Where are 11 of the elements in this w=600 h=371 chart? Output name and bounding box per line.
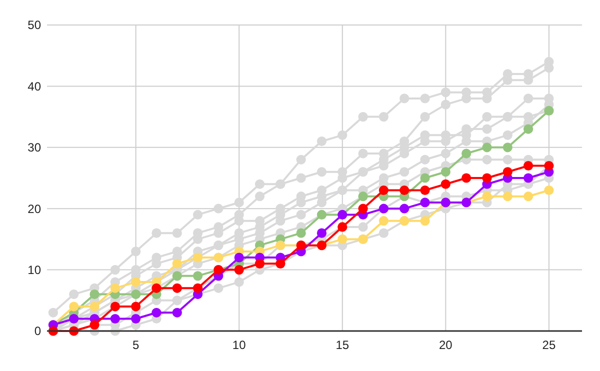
y-tick-label: 50 (28, 18, 42, 32)
y-tick-label: 10 (28, 263, 42, 277)
x-tick-label: 5 (132, 338, 140, 352)
x-tick-label: 15 (336, 338, 350, 352)
x-tick-label: 20 (438, 338, 453, 352)
y-tick-label: 0 (34, 324, 42, 338)
y-tick-label: 20 (28, 202, 42, 216)
y-tick-label: 30 (28, 140, 42, 155)
y-tick-label: 40 (28, 79, 42, 94)
x-tick-label: 10 (232, 338, 246, 352)
x-tick-label: 25 (542, 338, 556, 352)
